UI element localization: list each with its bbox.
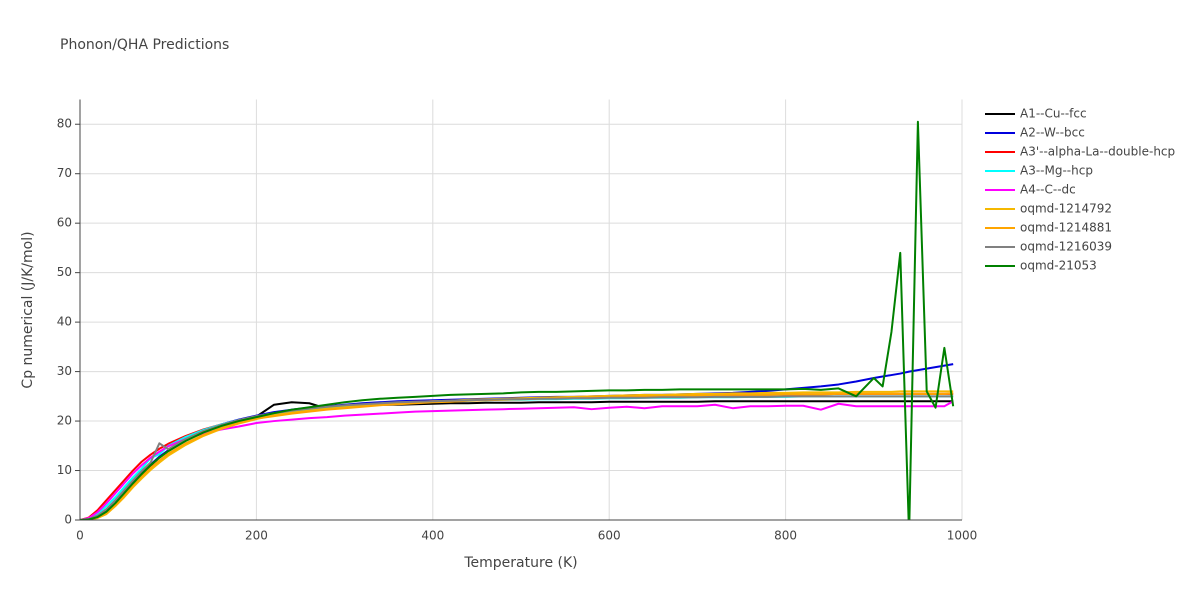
x-tick-label: 200 [245,529,268,543]
series-line [80,390,954,520]
series-line [80,395,954,520]
legend-label: A3'--alpha-La--double-hcp [1020,145,1175,159]
x-tick-label: 800 [774,529,797,543]
series-line [80,120,955,520]
y-tick-label: 80 [57,117,72,131]
x-tick-label: 1000 [947,529,978,543]
series-line [80,392,954,520]
series-line [80,400,954,520]
grid [79,99,963,521]
legend-label: oqmd-1216039 [1020,240,1112,254]
y-tick-label: 50 [57,265,72,279]
y-tick-label: 20 [57,414,72,428]
plot-area [80,120,955,520]
legend-label: A3--Mg--hcp [1020,164,1093,178]
x-tick-label: 0 [76,529,84,543]
axes: 0 200 400 600 800 1000 0 10 20 30 40 50 60 70 80 [57,99,978,543]
y-tick-label: 10 [57,463,72,477]
x-tick-label: 600 [598,529,621,543]
x-tick-label: 400 [421,529,444,543]
legend-label: A4--C--dc [1020,183,1076,197]
chart-title: Phonon/QHA Predictions [60,37,229,53]
series-line [80,395,954,520]
series-line [80,400,954,520]
y-tick-label: 0 [64,513,72,527]
legend-label: A1--Cu--fcc [1020,107,1087,121]
x-axis-title: Temperature (K) [463,555,577,571]
legend-label: oqmd-1214792 [1020,202,1112,216]
y-tick-label: 30 [57,364,72,378]
y-tick-label: 60 [57,216,72,230]
series-line [80,392,954,520]
series-line [80,363,954,520]
y-axis-title: Cp numerical (J/K/mol) [20,231,36,388]
legend: A1--Cu--fcc A2--W--bcc A3'--alpha-La--doub… [985,107,1175,273]
legend-label: oqmd-21053 [1020,259,1097,273]
legend-label: A2--W--bcc [1020,126,1085,140]
y-tick-label: 70 [57,166,72,180]
y-tick-label: 40 [57,315,72,329]
legend-label: oqmd-1214881 [1020,221,1112,235]
